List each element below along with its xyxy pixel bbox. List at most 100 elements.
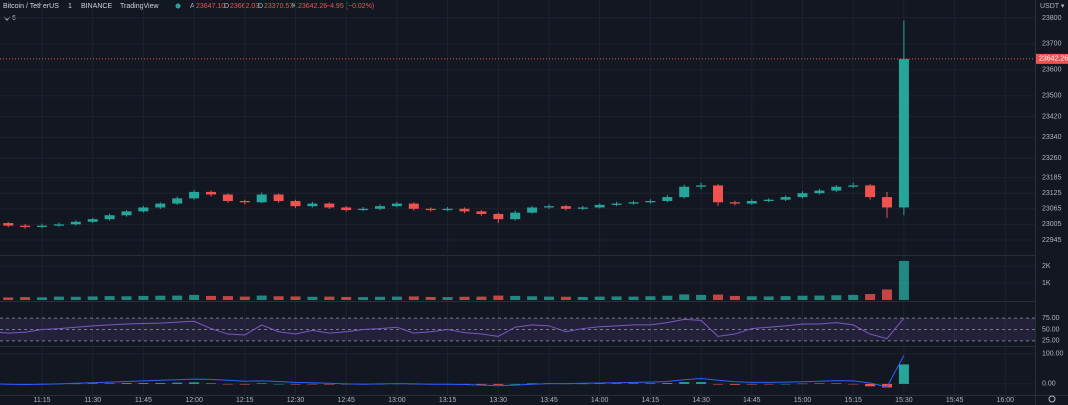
macd-histogram bbox=[510, 383, 521, 385]
volume-bar bbox=[594, 296, 605, 300]
candle-body bbox=[358, 208, 369, 211]
volume-bar bbox=[324, 296, 335, 300]
macd-histogram bbox=[865, 383, 876, 387]
macd-histogram bbox=[222, 383, 233, 385]
candle-body bbox=[206, 191, 216, 195]
volume-bar bbox=[20, 297, 31, 300]
y-tick-label: 75.00 bbox=[1042, 315, 1060, 322]
volume-bar bbox=[256, 295, 267, 300]
x-tick-label: 14:00 bbox=[591, 397, 609, 404]
volume-bar bbox=[865, 294, 876, 300]
candle-body bbox=[628, 202, 639, 204]
candle-body bbox=[155, 203, 166, 208]
x-tick-label: 11:15 bbox=[34, 397, 51, 404]
candle-body bbox=[696, 185, 707, 187]
symbol[interactable]: Bitcoin / TetherUS bbox=[3, 3, 59, 10]
volume-bar bbox=[628, 296, 639, 300]
rsi-line bbox=[0, 317, 905, 340]
volume-bar bbox=[814, 295, 825, 300]
volume-bar bbox=[560, 296, 571, 300]
volume-bar bbox=[3, 297, 14, 300]
volume-bar bbox=[493, 295, 504, 300]
candle-body bbox=[527, 207, 538, 213]
volume-bar bbox=[780, 296, 791, 300]
macd-histogram bbox=[780, 383, 791, 385]
candle-body bbox=[273, 194, 284, 201]
candle-body bbox=[662, 197, 673, 201]
candle-body bbox=[290, 200, 301, 207]
close: 23642.26 bbox=[298, 3, 327, 10]
y-tick-label: 23800 bbox=[1042, 15, 1062, 22]
candle-body bbox=[425, 208, 436, 211]
volume-bar bbox=[341, 296, 352, 300]
x-tick-label: 15:30 bbox=[895, 397, 913, 404]
x-tick-label: 12:45 bbox=[337, 397, 355, 404]
status-dot bbox=[175, 3, 181, 9]
candle-body bbox=[459, 208, 470, 212]
macd-histogram bbox=[831, 383, 842, 384]
low-label: D bbox=[258, 3, 263, 10]
macd-histogram bbox=[121, 383, 132, 384]
macd-histogram bbox=[527, 383, 538, 384]
volume-bar bbox=[425, 296, 436, 300]
macd-histogram bbox=[87, 383, 98, 384]
source: TradingView bbox=[120, 3, 159, 10]
high-label: D bbox=[224, 3, 229, 10]
volume-bar bbox=[273, 296, 284, 300]
candle-body bbox=[189, 191, 200, 199]
macd-histogram bbox=[611, 383, 622, 384]
candle-body bbox=[898, 58, 909, 208]
x-tick-label: 12:30 bbox=[287, 397, 305, 404]
candle-body bbox=[476, 211, 487, 214]
candle-body bbox=[138, 207, 149, 212]
volume-bar bbox=[442, 297, 453, 300]
currency[interactable]: USDT ▾ bbox=[1040, 3, 1065, 10]
volume-bar bbox=[645, 296, 656, 300]
candle-body bbox=[3, 223, 14, 226]
candle-body bbox=[848, 185, 859, 187]
y-tick-label: 23065 bbox=[1042, 206, 1062, 213]
candle-body bbox=[679, 186, 690, 198]
candle-body bbox=[645, 200, 656, 203]
macd-histogram bbox=[679, 382, 690, 384]
volume-bar bbox=[307, 296, 318, 300]
y-tick-label: 0.00 bbox=[1042, 381, 1056, 388]
candle-body bbox=[493, 213, 504, 220]
candle-body bbox=[510, 212, 521, 220]
x-tick-label: 13:15 bbox=[439, 397, 457, 404]
macd-histogram bbox=[138, 383, 149, 384]
y-tick-label: 23420 bbox=[1042, 113, 1062, 120]
x-tick-label: 12:15 bbox=[236, 397, 254, 404]
volume-bar bbox=[155, 295, 166, 300]
candle-body bbox=[104, 215, 115, 220]
y-tick-label: 23005 bbox=[1042, 221, 1062, 228]
candle-body bbox=[20, 225, 31, 227]
interval[interactable]: 1 bbox=[68, 3, 72, 10]
y-tick-label: 1K bbox=[1042, 280, 1051, 287]
volume-bar bbox=[763, 296, 774, 300]
volume-bar bbox=[37, 297, 47, 300]
candle-body bbox=[391, 203, 402, 207]
volume-bar bbox=[239, 296, 250, 300]
volume-bar bbox=[172, 295, 183, 300]
volume-bar bbox=[611, 296, 622, 300]
x-tick-label: 11:30 bbox=[84, 397, 101, 404]
settings-button[interactable] bbox=[1048, 395, 1056, 403]
x-tick-label: 16:00 bbox=[997, 397, 1015, 404]
exchange: BINANCE bbox=[81, 3, 112, 10]
macd-histogram bbox=[104, 383, 115, 384]
candle-body bbox=[121, 211, 132, 216]
volume-bar bbox=[527, 296, 538, 300]
y-tick-label: 22945 bbox=[1042, 237, 1062, 244]
y-tick-label: 23185 bbox=[1042, 174, 1062, 181]
candle-body bbox=[256, 194, 267, 203]
macd-histogram bbox=[206, 383, 216, 384]
volume-bar bbox=[290, 296, 301, 300]
macd-histogram bbox=[696, 382, 707, 384]
y-tick-label: 23260 bbox=[1042, 155, 1062, 162]
y-tick-label: 23125 bbox=[1042, 190, 1062, 197]
candle-body bbox=[560, 206, 571, 209]
x-tick-label: 12:00 bbox=[185, 397, 203, 404]
volume-bar bbox=[189, 294, 200, 300]
macd-histogram bbox=[763, 383, 774, 385]
